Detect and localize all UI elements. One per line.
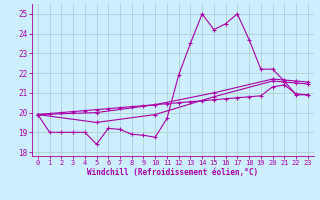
X-axis label: Windchill (Refroidissement éolien,°C): Windchill (Refroidissement éolien,°C)	[87, 168, 258, 177]
